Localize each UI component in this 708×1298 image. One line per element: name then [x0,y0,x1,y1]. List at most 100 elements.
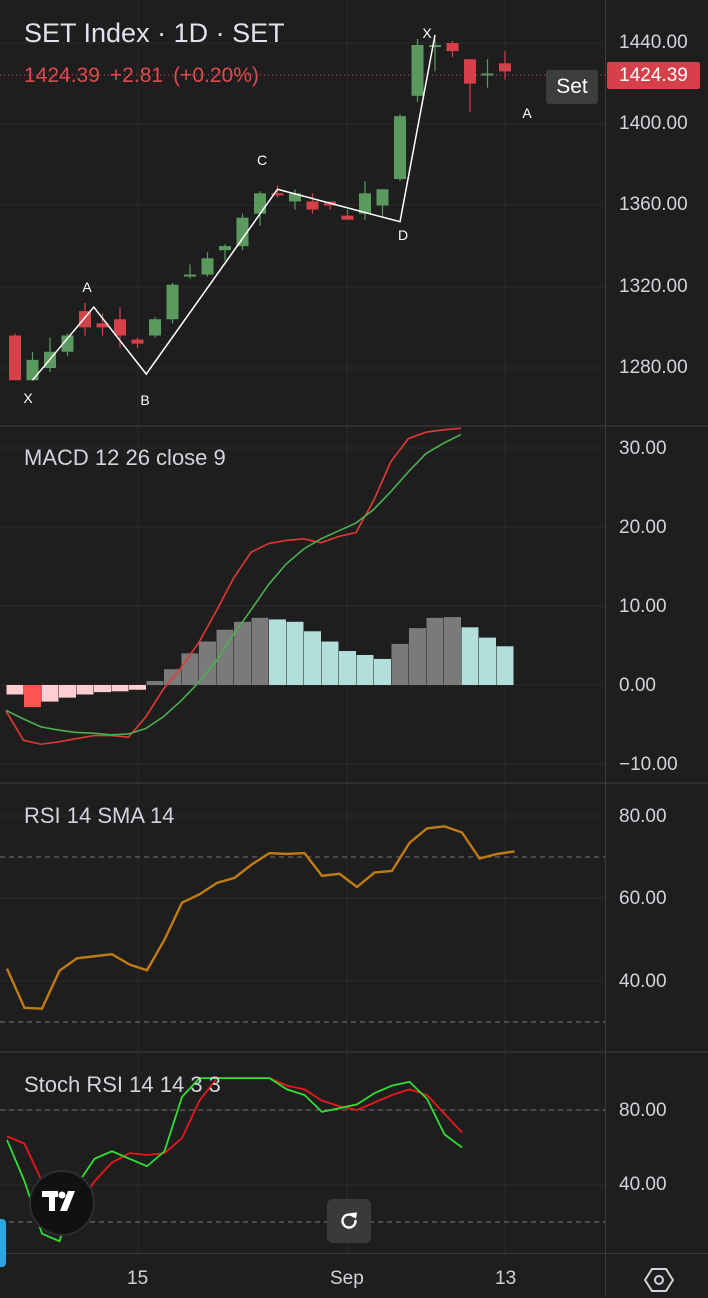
last-price: 1424.39 [24,64,100,87]
macd-histogram-bar [479,637,496,685]
xabcd-pattern-line[interactable] [31,34,436,381]
candle [149,317,161,338]
pane-divider[interactable] [0,1051,708,1053]
last-price-tag: 1424.39 [607,62,700,89]
rsi-pane[interactable]: RSI 14 SMA 14 80.00 60.00 40.00 [0,784,708,1051]
side-drawer-tab[interactable] [0,1219,6,1267]
price-change: +2.81 [109,64,164,87]
price-axis-label: 1400.00 [619,113,688,134]
settings-hexagon-icon[interactable] [643,1267,675,1293]
macd-histogram-bar [76,685,94,695]
candle [96,313,109,336]
price-axis-label: 1280.00 [619,357,688,378]
candle [271,185,284,198]
candle [166,282,179,324]
macd-histogram-bar [216,629,234,685]
macd-chart[interactable] [0,427,605,782]
macd-histogram-bar [461,627,479,685]
macd-histogram-bar [374,658,391,685]
macd-histogram-bar [321,641,339,685]
rsi-axis-label: 80.00 [619,806,667,827]
macd-histogram-bar [444,617,461,685]
candle [219,244,231,261]
macd-histogram-bar [6,685,24,695]
macd-axis-label: 0.00 [619,675,656,696]
macd-histogram-bar [24,685,41,708]
candle [394,114,406,182]
macd-histogram-bar [234,621,251,685]
candlestick-chart[interactable]: X A B C D X A [0,0,605,425]
rsi-axis-label: 40.00 [619,971,667,992]
time-axis-label: Sep [330,1268,364,1289]
price-change-pct: (+0.20%) [173,64,259,87]
candle [481,59,494,88]
price-axis-divider [605,0,606,1296]
price-axis-label: 1360.00 [619,194,688,215]
set-button[interactable]: Set [546,70,598,104]
pane-divider[interactable] [0,782,708,784]
rsi-axis-label: 60.00 [619,888,667,909]
tradingview-logo-icon[interactable] [29,1170,95,1236]
pattern-point-label: B [140,392,149,408]
rsi-line [5,825,515,1010]
macd-indicator-label[interactable]: MACD 12 26 close 9 [24,445,226,470]
candle [26,351,39,381]
time-axis-label: 13 [495,1268,517,1289]
macd-axis-label: 10.00 [619,596,667,617]
macd-line [5,427,462,746]
rsi-indicator-label[interactable]: RSI 14 SMA 14 [24,803,175,828]
stoch-indicator-label[interactable]: Stoch RSI 14 14 3 3 [24,1072,221,1097]
macd-signal-line [5,433,462,736]
macd-histogram-bar [304,631,321,685]
rsi-grid [0,784,605,1051]
time-axis-divider [0,1253,708,1254]
time-axis-label: 15 [127,1268,149,1289]
macd-axis-label: 20.00 [619,517,667,538]
price-axis-label: 1440.00 [619,32,688,53]
macd-histogram-bar [181,653,199,685]
candle [446,40,459,58]
candle [61,333,74,356]
candle [376,189,389,216]
symbol-title[interactable]: SET Index · 1D · SET [24,18,285,48]
candle [201,252,214,277]
macd-histogram-bar [356,654,374,685]
macd-histogram-bar [146,681,164,685]
reset-chart-button[interactable] [327,1199,371,1243]
price-pane[interactable]: X A B C D X A SET Index · 1D · SET 1424.39 +2.8… [0,0,708,425]
candle [131,337,144,348]
candle [289,189,301,210]
macd-histogram-bar [269,619,286,685]
pattern-point-label: X [23,390,33,406]
macd-axis-label: 30.00 [619,438,667,459]
macd-histogram-bar [41,685,59,702]
candle [499,51,511,80]
candle [359,181,371,220]
candle [184,264,196,279]
pattern-point-label: A [522,105,532,121]
macd-pane[interactable]: MACD 12 26 close 9 30.00 20.00 10.00 0.0… [0,427,708,782]
macd-histogram-bar [251,617,269,685]
macd-histogram-bar [339,651,356,685]
macd-histogram-bar [59,685,76,698]
candle [236,213,249,251]
candle [464,59,476,113]
macd-histogram-bar [409,628,426,685]
macd-histogram-bar [391,643,409,685]
candle [306,193,319,214]
stoch-axis-label: 80.00 [619,1100,667,1121]
stoch-k-line [6,1077,463,1243]
macd-histogram-bar [286,621,304,685]
pane-divider[interactable] [0,425,708,427]
quote-line: 1424.39 +2.81 (+0.20%) [24,64,269,88]
pattern-point-label: D [398,227,408,243]
candle [79,303,91,336]
macd-histogram-bar [496,646,514,685]
candle [341,209,354,220]
stoch-axis-label: 40.00 [619,1174,667,1195]
pattern-point-label: A [82,279,92,295]
macd-grid [0,427,605,782]
reset-chart-icon [341,1212,357,1229]
macd-histogram-bar [94,685,111,693]
rsi-chart[interactable] [0,784,605,1051]
